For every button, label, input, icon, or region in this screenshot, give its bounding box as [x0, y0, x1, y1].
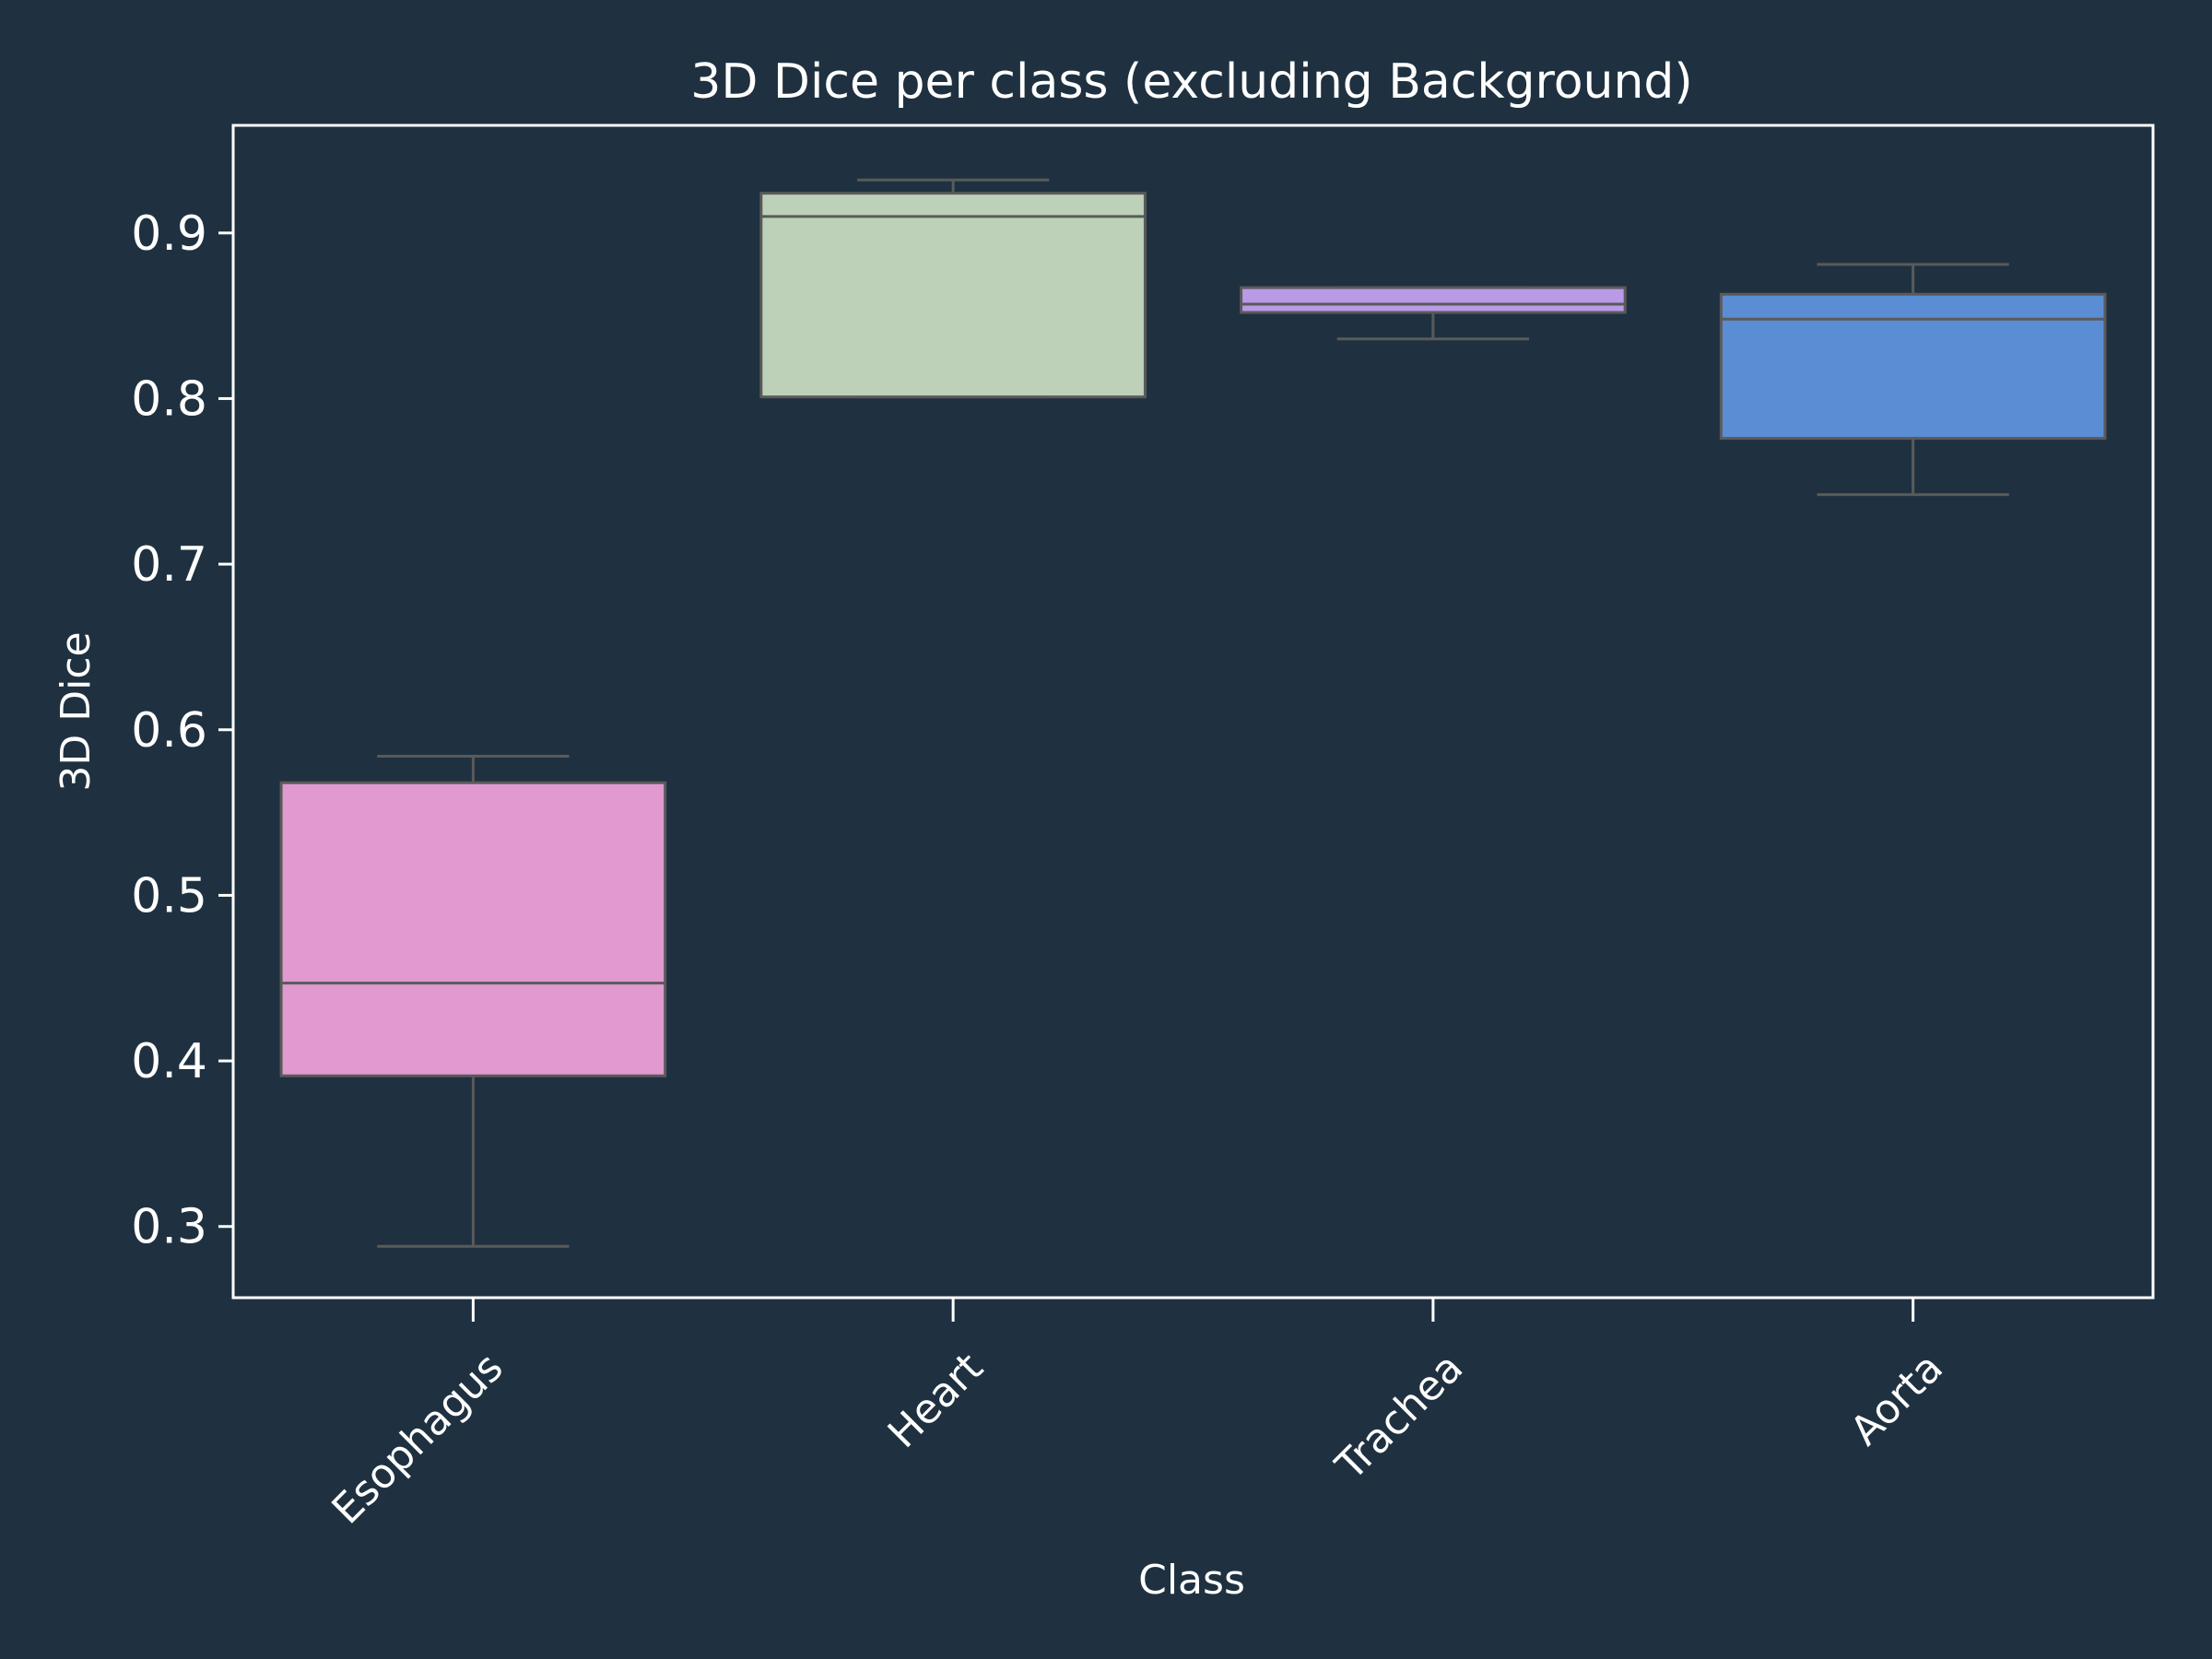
box-group-aorta	[1719, 263, 2107, 497]
box-group-heart	[759, 178, 1147, 399]
boxes-layer	[279, 178, 2107, 1248]
x-axis-ticks: Esophagus Heart Trachea Aorta	[324, 1298, 1952, 1534]
y-tick-label: 0.3	[131, 1200, 207, 1255]
y-tick-label: 0.8	[131, 371, 207, 427]
y-tick-label: 0.6	[131, 703, 207, 759]
x-tick-label-esophagus: Esophagus	[324, 1344, 512, 1533]
y-tick-label: 0.4	[131, 1034, 207, 1089]
y-tick-label: 0.9	[131, 206, 207, 262]
box-group-esophagus	[279, 755, 667, 1248]
box-aorta	[1719, 292, 2107, 441]
y-tick-label: 0.7	[131, 537, 207, 593]
box-group-trachea	[1240, 286, 1627, 341]
box-heart	[759, 192, 1147, 399]
plot-area-frame	[231, 124, 2155, 1300]
x-tick-label-aorta: Aorta	[1841, 1344, 1952, 1454]
x-tick-label-heart: Heart	[879, 1344, 993, 1457]
y-axis-label: 3D Dice	[53, 631, 100, 791]
x-axis-label: Class	[1138, 1557, 1245, 1604]
y-tick-label: 0.5	[131, 868, 207, 924]
chart-title: 3D Dice per class (excluding Background)	[690, 54, 1692, 110]
box-esophagus	[279, 781, 667, 1077]
box-trachea	[1240, 286, 1627, 314]
y-axis-ticks: 0.3 0.4 0.5 0.6 0.7 0.8 0.9	[131, 206, 233, 1255]
x-tick-label-trachea: Trachea	[1326, 1344, 1472, 1489]
